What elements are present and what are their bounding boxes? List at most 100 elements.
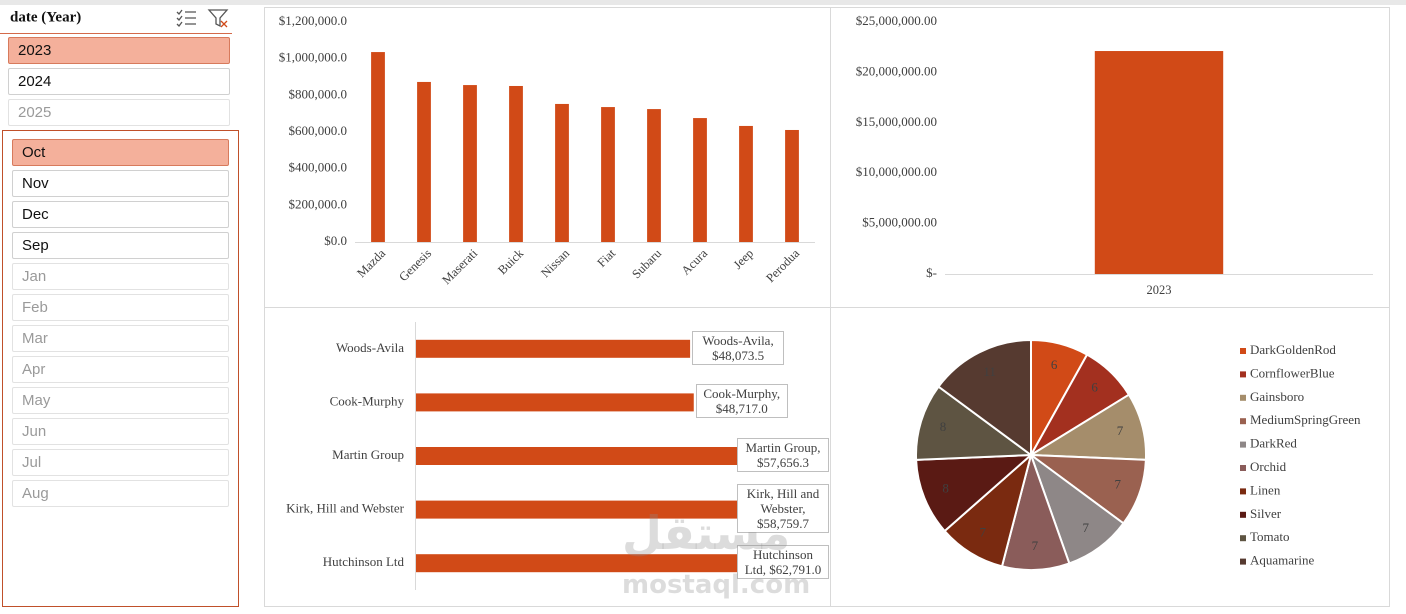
bar (555, 103, 569, 242)
legend-label: MediumSpringGreen (1250, 412, 1361, 427)
data-label: 7 (1082, 520, 1089, 535)
slicer-item: Jul (12, 449, 229, 476)
month-slicer-frame (2, 130, 239, 607)
data-label: 11 (983, 364, 996, 379)
data-label: Cook-Murphy, $48,717.0 (695, 384, 788, 419)
slicer-item[interactable]: 2024 (8, 68, 230, 95)
slicer-item[interactable]: Oct (12, 139, 229, 166)
y-tick-label: Martin Group (332, 447, 404, 462)
y-tick-label: Cook-Murphy (330, 393, 405, 408)
bar (509, 85, 523, 242)
y-tick-label: $800,000.0 (289, 86, 348, 101)
y-tick-label: $200,000.0 (289, 196, 348, 211)
legend-marker (1240, 418, 1246, 425)
x-tick-label: Subaru (629, 246, 664, 281)
x-tick-label: Jeep (731, 246, 757, 272)
slicer-item: Feb (12, 294, 229, 321)
y-tick-label: Hutchinson Ltd (323, 554, 405, 569)
data-label: 7 (1117, 423, 1124, 438)
y-tick-label: $10,000,000.00 (856, 164, 937, 179)
x-tick-label: Genesis (396, 246, 434, 284)
x-tick-label: Fiat (594, 246, 618, 270)
y-tick-label: $5,000,000.00 (862, 215, 937, 230)
data-label: Martin Group, $57,656.3 (737, 438, 829, 472)
y-tick-label: $600,000.0 (289, 123, 348, 138)
data-label: Kirk, Hill and Webster, $58,759.7 (737, 484, 829, 534)
legend-marker (1240, 511, 1246, 518)
bar (416, 447, 745, 465)
legend-label: DarkRed (1250, 436, 1297, 451)
data-label: 8 (940, 419, 947, 434)
top-bar (0, 0, 1406, 5)
legend-label: Gainsboro (1250, 389, 1304, 404)
data-label: 7 (1114, 477, 1121, 492)
slicer-item: 2025 (8, 99, 230, 126)
slicer-item[interactable]: 2023 (8, 37, 230, 64)
x-tick-label: Buick (495, 246, 527, 278)
y-tick-label: $15,000,000.00 (856, 114, 937, 129)
bar (647, 109, 661, 242)
legend-marker (1240, 371, 1246, 378)
pie-slice (915, 453, 1034, 533)
y-tick-label: $- (926, 265, 937, 280)
y-tick-label: Kirk, Hill and Webster (286, 501, 405, 516)
data-label: 6 (1091, 380, 1098, 395)
legend-marker (1240, 558, 1246, 565)
watermark: مستقل (622, 506, 791, 560)
bar (601, 107, 615, 242)
slicer-item: May (12, 387, 229, 414)
slicer-item[interactable]: Sep (12, 232, 229, 259)
slicer-item[interactable]: Dec (12, 201, 229, 228)
slicer-item: Apr (12, 356, 229, 383)
x-tick-label: 2023 (1147, 283, 1172, 297)
y-tick-label: $20,000,000.00 (856, 63, 937, 78)
bar (693, 118, 707, 242)
legend-marker (1240, 535, 1246, 542)
slicer-item: Mar (12, 325, 229, 352)
data-label: 8 (942, 480, 949, 495)
legend-marker (1240, 441, 1246, 448)
slicer-title: date (Year) (10, 9, 81, 25)
y-tick-label: $25,000,000.00 (856, 13, 937, 28)
data-label: Hutchinson Ltd, $62,791.0 (737, 545, 829, 580)
y-tick-label: Woods-Avila (336, 340, 404, 355)
bar (416, 339, 691, 358)
bar (417, 81, 431, 242)
x-tick-label: Acura (679, 246, 711, 278)
bar (1094, 51, 1224, 275)
slicer-item[interactable]: Nov (12, 170, 229, 197)
bar (371, 52, 385, 242)
legend-label: Tomato (1250, 529, 1290, 544)
data-label: 7 (1032, 538, 1039, 553)
legend-label: DarkGoldenRod (1250, 342, 1336, 357)
legend-label: Aquamarine (1250, 553, 1314, 568)
legend-label: Linen (1250, 482, 1281, 497)
legend-marker (1240, 488, 1246, 495)
y-tick-label: $400,000.0 (289, 160, 348, 175)
pie-slice (915, 385, 1034, 461)
legend-label: CornflowerBlue (1250, 365, 1335, 380)
x-tick-label: Maserati (439, 246, 480, 287)
bar (416, 500, 752, 519)
watermark: mostaql.com (622, 570, 811, 600)
x-tick-label: Nissan (538, 246, 572, 280)
legend-marker (1240, 348, 1246, 354)
legend-marker (1240, 465, 1246, 471)
bar (785, 129, 799, 242)
pie-slice (937, 338, 1032, 457)
y-tick-label: $1,000,000.0 (279, 50, 347, 65)
y-tick-label: $0.0 (324, 233, 347, 248)
legend-label: Silver (1250, 506, 1282, 521)
x-tick-label: Perodua (763, 246, 802, 285)
multi-select-icon[interactable] (176, 9, 196, 27)
data-label: 6 (1051, 357, 1058, 372)
legend-label: Orchid (1250, 459, 1287, 474)
bar (416, 554, 774, 573)
data-label: Woods-Avila, $48,073.5 (692, 330, 785, 365)
clear-filter-icon[interactable] (207, 9, 229, 28)
data-label: 7 (980, 524, 987, 539)
bar (416, 393, 694, 412)
bar (739, 125, 753, 242)
